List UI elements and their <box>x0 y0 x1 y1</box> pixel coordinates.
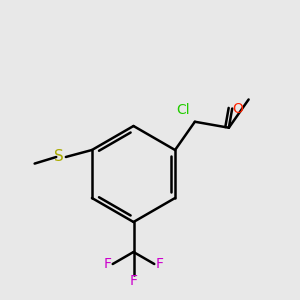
Text: F: F <box>156 257 164 271</box>
Text: Cl: Cl <box>176 103 190 117</box>
Text: S: S <box>54 149 64 164</box>
Text: F: F <box>103 257 111 271</box>
Text: F: F <box>130 274 137 288</box>
Text: O: O <box>232 101 243 116</box>
